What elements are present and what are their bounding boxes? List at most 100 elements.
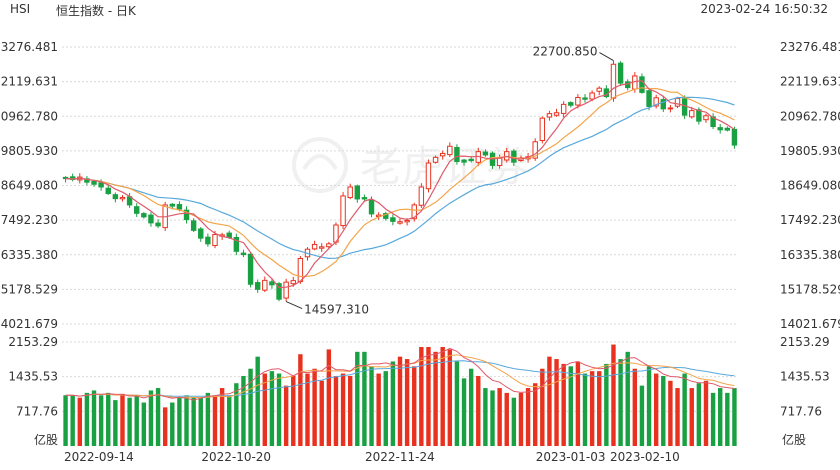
timestamp: 2023-02-24 16:50:32 [700, 2, 828, 16]
volume-bar [532, 383, 538, 446]
candle-body [276, 283, 282, 300]
volume-bar [162, 407, 168, 446]
ma5-line [65, 80, 735, 289]
candle-body [724, 127, 731, 131]
volume-bar [433, 351, 438, 446]
candle-body [639, 76, 645, 93]
candle-body [710, 116, 716, 128]
candle-body [134, 206, 140, 214]
candle-body [532, 141, 538, 159]
volume-bar [155, 388, 161, 446]
volume-bar [525, 388, 531, 446]
volume-bar [269, 371, 275, 446]
volume-bar [120, 393, 125, 446]
volume-bar [468, 368, 474, 446]
candle-body [141, 213, 147, 218]
volume-bar [70, 395, 75, 446]
volume-bar [476, 375, 481, 446]
candle-body [368, 199, 375, 215]
volume-bar [212, 395, 218, 446]
candle-body [297, 258, 304, 282]
volume-bar [283, 385, 289, 446]
volume-ma5-line [65, 347, 735, 401]
volume-tick-label-left: 1435.53 [8, 370, 58, 384]
volume-bar [291, 375, 296, 446]
price-tick-label-right: 19805.930 [780, 144, 840, 158]
candle-body [319, 246, 325, 249]
candle-body [674, 97, 681, 107]
volume-bar [340, 373, 346, 446]
candle-body [411, 204, 417, 220]
price-tick-label-left: 23276.481 [0, 40, 58, 54]
volume-bar [561, 363, 566, 446]
volume-bar [170, 402, 175, 446]
volume-bar [540, 368, 545, 446]
volume-bar [148, 390, 154, 446]
candle-body [340, 195, 346, 227]
volume-unit-right: 亿股 [782, 432, 806, 447]
min-annotation-leader [285, 301, 303, 310]
price-tick-label-right: 22119.631 [780, 75, 840, 89]
chart-title: 恒生指数 - 日K [56, 4, 136, 18]
volume-bar [98, 395, 104, 446]
candle-body [560, 103, 567, 114]
volume-bar [668, 380, 673, 446]
candle-body [311, 243, 318, 250]
volume-bar [347, 375, 353, 446]
volume-bar [582, 373, 588, 446]
candle-body [112, 194, 119, 200]
candle-body [354, 185, 361, 200]
volume-bar [661, 375, 666, 446]
candle-body [404, 219, 410, 223]
candle-body [269, 281, 275, 286]
volume-bar [319, 380, 324, 446]
volume-bar [84, 392, 90, 446]
candle-body [190, 220, 197, 231]
volume-bar [91, 390, 97, 446]
candle-body [646, 90, 652, 107]
candle-body [247, 253, 254, 285]
volume-bar [262, 373, 268, 446]
volume-tick-label-left: 2153.29 [8, 335, 58, 349]
volume-bar [604, 363, 609, 446]
volume-bar [412, 366, 417, 446]
candle-body [681, 98, 688, 116]
candle-body [169, 203, 176, 207]
volume-bar [248, 368, 253, 446]
volume-bar [625, 351, 630, 446]
volume-bar [369, 366, 374, 446]
candle-body [119, 196, 126, 200]
volume-bar [696, 383, 702, 446]
max-annotation-leader [599, 52, 614, 62]
min-annotation-label: 14597.310 [304, 303, 369, 317]
candle-body [176, 204, 183, 210]
candle-body [290, 280, 296, 285]
candle-body [254, 282, 261, 290]
candle-body [240, 252, 247, 256]
x-tick-label: 2022-10-20 [201, 450, 271, 464]
volume-bar [646, 366, 652, 446]
candle-body [660, 99, 666, 110]
volume-bar [653, 373, 659, 446]
candle-body [589, 92, 595, 100]
candle-body [511, 150, 517, 163]
volume-bar [219, 388, 225, 446]
volume-bar [504, 392, 509, 446]
price-tick-label-left: 16335.380 [0, 248, 58, 262]
price-tick-label-right: 15178.529 [780, 282, 840, 296]
price-tick-label-right: 18649.080 [780, 179, 840, 193]
candle-body [667, 107, 674, 110]
candle-body [361, 197, 368, 200]
volume-bar [589, 371, 595, 446]
price-tick-label-right: 23276.481 [780, 40, 840, 54]
volume-bar [106, 392, 111, 446]
volume-bar [454, 361, 460, 446]
price-tick-label-left: 22119.631 [0, 75, 58, 89]
volume-bar [447, 349, 453, 446]
volume-bar [127, 397, 132, 446]
price-tick-label-left: 15178.529 [0, 282, 58, 296]
candle-body [148, 214, 154, 224]
max-annotation-label: 22700.850 [533, 45, 598, 59]
price-tick-label-left: 18649.080 [0, 179, 58, 193]
volume-bar [732, 388, 737, 446]
